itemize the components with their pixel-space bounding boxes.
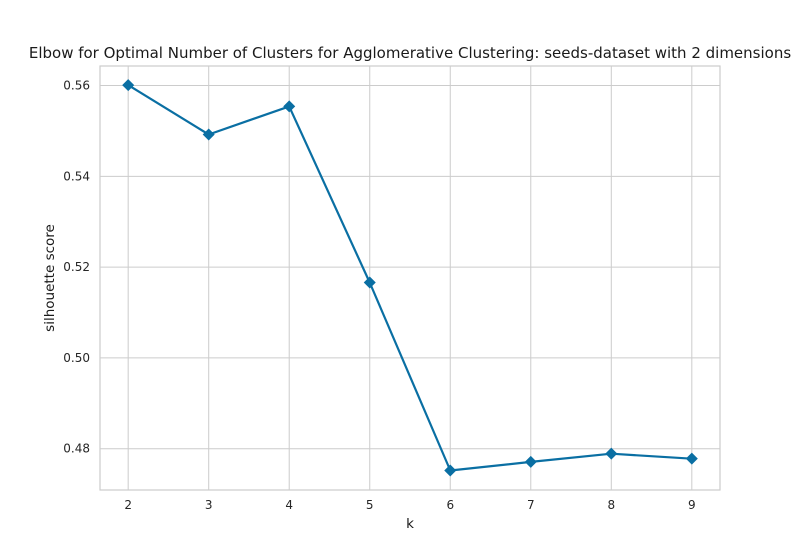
x-tick-label: 3 <box>205 498 213 512</box>
data-point-k3 <box>202 128 215 141</box>
x-axis-ticks: 2 3 4 5 6 7 8 9 <box>124 498 695 512</box>
series-markers <box>122 79 698 477</box>
y-axis-ticks: 0.48 0.50 0.52 0.54 0.56 <box>63 79 90 456</box>
x-tick-label: 5 <box>366 498 374 512</box>
y-tick-label: 0.56 <box>63 79 90 93</box>
x-tick-label: 8 <box>607 498 615 512</box>
y-tick-label: 0.52 <box>63 260 90 274</box>
y-tick-label: 0.50 <box>63 351 90 365</box>
data-point-k4 <box>283 100 296 113</box>
x-tick-label: 7 <box>527 498 535 512</box>
x-tick-label: 6 <box>446 498 454 512</box>
data-point-k5 <box>363 276 376 289</box>
y-axis-label: silhouette score <box>42 224 58 332</box>
x-tick-label: 9 <box>688 498 696 512</box>
data-point-k8 <box>605 447 618 460</box>
y-tick-label: 0.48 <box>63 442 90 456</box>
data-point-k7 <box>524 455 537 468</box>
data-point-k2 <box>122 79 135 92</box>
y-tick-label: 0.54 <box>63 169 90 183</box>
data-point-k6 <box>444 464 457 477</box>
chart-title: Elbow for Optimal Number of Clusters for… <box>29 44 791 62</box>
data-point-k9 <box>685 452 698 465</box>
grid <box>100 66 720 490</box>
plot-frame <box>99 65 721 491</box>
x-axis-label: k <box>406 516 414 532</box>
x-tick-label: 2 <box>124 498 132 512</box>
x-tick-label: 4 <box>285 498 293 512</box>
series-line <box>127 84 692 472</box>
